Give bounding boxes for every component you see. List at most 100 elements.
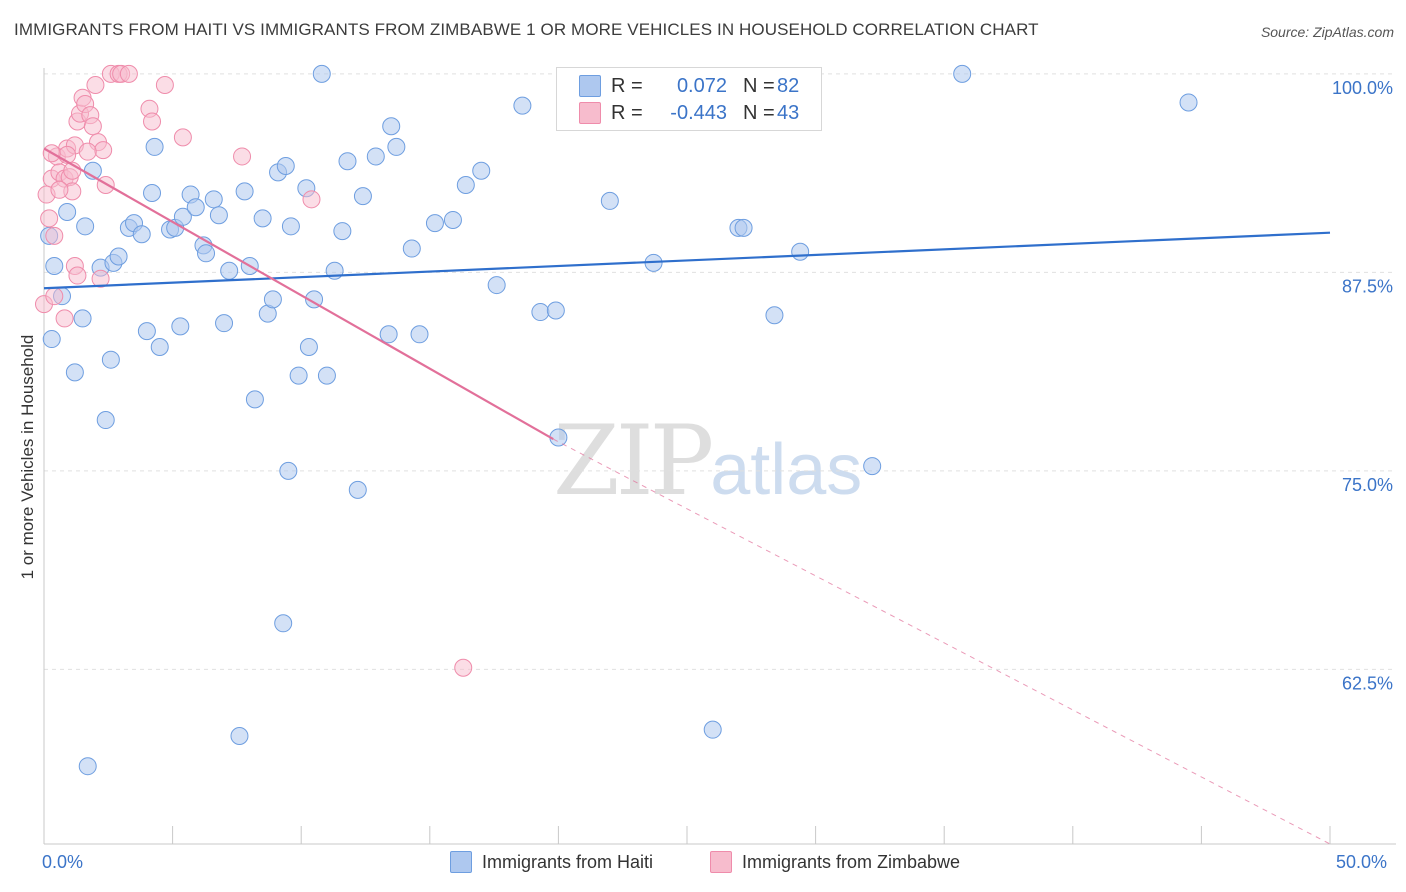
haiti-point <box>230 727 249 746</box>
haiti-point <box>186 198 205 217</box>
haiti-point <box>215 314 234 333</box>
y-axis-label: 1 or more Vehicles in Household <box>18 334 37 580</box>
watermark-zip: ZIP <box>553 405 714 517</box>
haiti-point <box>348 480 367 499</box>
haiti-point <box>472 161 491 180</box>
haiti-point <box>58 203 77 222</box>
haiti-point <box>299 337 318 356</box>
zimbabwe-point <box>55 309 74 328</box>
zimbabwe-trend-line <box>43 147 554 441</box>
chart-title: IMMIGRANTS FROM HAITI VS IMMIGRANTS FROM… <box>14 20 1039 39</box>
zimbabwe-trend-extension <box>553 438 1331 845</box>
zimbabwe-point <box>68 266 87 285</box>
bottom-legend-haiti: Immigrants from Haiti <box>450 851 653 873</box>
haiti-point <box>132 225 151 244</box>
haiti-point <box>333 222 352 241</box>
correlation-legend: R = 0.072 N = 82 R = -0.443 N = 43 <box>556 67 822 131</box>
haiti-point <box>703 720 722 739</box>
legend-r-label: R = <box>611 74 643 97</box>
haiti-point <box>274 614 293 633</box>
legend-n-label: N = <box>743 101 775 124</box>
x-axis-min-label: 0.0% <box>42 852 84 872</box>
haiti-point <box>382 117 401 136</box>
haiti-point <box>379 325 398 344</box>
haiti-point <box>96 411 115 430</box>
haiti-point <box>953 64 972 83</box>
haiti-point <box>600 191 619 210</box>
zimbabwe-point <box>143 112 162 131</box>
source-label: Source: ZipAtlas.com <box>1260 24 1394 40</box>
haiti-point <box>145 137 164 156</box>
haiti-point <box>791 242 810 261</box>
zimbabwe-point <box>83 117 102 136</box>
y-tick-label: 87.5% <box>1342 276 1393 296</box>
haiti-point <box>76 217 95 236</box>
haiti-point <box>317 366 336 385</box>
zimbabwe-point <box>91 269 110 288</box>
haiti-point <box>456 176 475 195</box>
haiti-point <box>209 206 228 225</box>
haiti-point <box>197 244 216 263</box>
zimbabwe-point <box>119 64 138 83</box>
bottom-legend-swatch-haiti <box>450 851 472 873</box>
haiti-point <box>281 217 300 236</box>
haiti-point <box>338 152 357 171</box>
haiti-point <box>1179 93 1198 112</box>
legend-row-haiti: R = 0.072 N = 82 <box>579 74 799 98</box>
legend-n-label: N = <box>743 74 775 97</box>
x-axis-max-label: 50.0% <box>1336 852 1388 872</box>
zimbabwe-point <box>45 287 64 306</box>
haiti-point <box>171 317 190 336</box>
legend-n-value-zimbabwe: 43 <box>777 101 800 124</box>
haiti-point <box>45 257 64 276</box>
zimbabwe-point <box>50 180 69 199</box>
watermark: ZIPatlas <box>553 405 862 517</box>
haiti-point <box>765 306 784 325</box>
haiti-point <box>279 461 298 480</box>
haiti-point <box>78 757 97 776</box>
y-tick-label: 75.0% <box>1342 475 1393 495</box>
zimbabwe-point <box>155 75 174 94</box>
haiti-point <box>366 147 385 166</box>
haiti-point <box>402 239 421 258</box>
zimbabwe-point <box>45 226 64 245</box>
haiti-point <box>235 182 254 201</box>
zimbabwe-point <box>454 658 473 677</box>
legend-r-label: R = <box>611 101 643 124</box>
legend-n-value-haiti: 82 <box>777 74 800 97</box>
haiti-point <box>143 183 162 202</box>
haiti-point <box>150 337 169 356</box>
legend-r-value-haiti: 0.072 <box>676 74 727 97</box>
zimbabwe-point <box>173 128 192 147</box>
haiti-point <box>173 207 192 226</box>
haiti-point <box>263 290 282 309</box>
legend-r-value-zimbabwe: -0.443 <box>670 101 727 124</box>
haiti-point <box>863 457 882 476</box>
haiti-point <box>220 261 239 280</box>
haiti-point <box>353 187 372 206</box>
haiti-point <box>245 390 264 409</box>
haiti-point <box>546 301 565 320</box>
haiti-point <box>312 64 331 83</box>
bottom-legend-label-zimbabwe: Immigrants from Zimbabwe <box>742 851 961 872</box>
haiti-point <box>734 218 753 237</box>
haiti-point <box>137 322 156 341</box>
zimbabwe-point <box>40 209 59 228</box>
legend-swatch-zimbabwe <box>579 102 601 124</box>
haiti-point <box>425 214 444 233</box>
zimbabwe-point <box>86 75 105 94</box>
y-tick-label: 100.0% <box>1332 78 1393 98</box>
haiti-point <box>513 96 532 115</box>
bottom-legend-swatch-zimbabwe <box>710 851 732 873</box>
haiti-point <box>109 247 128 266</box>
bottom-legend-label-haiti: Immigrants from Haiti <box>482 851 654 872</box>
haiti-point <box>387 137 406 156</box>
y-tick-label: 62.5% <box>1342 673 1393 693</box>
haiti-point <box>487 276 506 295</box>
haiti-point <box>42 330 61 349</box>
zimbabwe-point <box>233 147 252 166</box>
haiti-trend-line <box>43 231 1331 290</box>
haiti-point <box>204 190 223 209</box>
haiti-point <box>253 209 272 228</box>
